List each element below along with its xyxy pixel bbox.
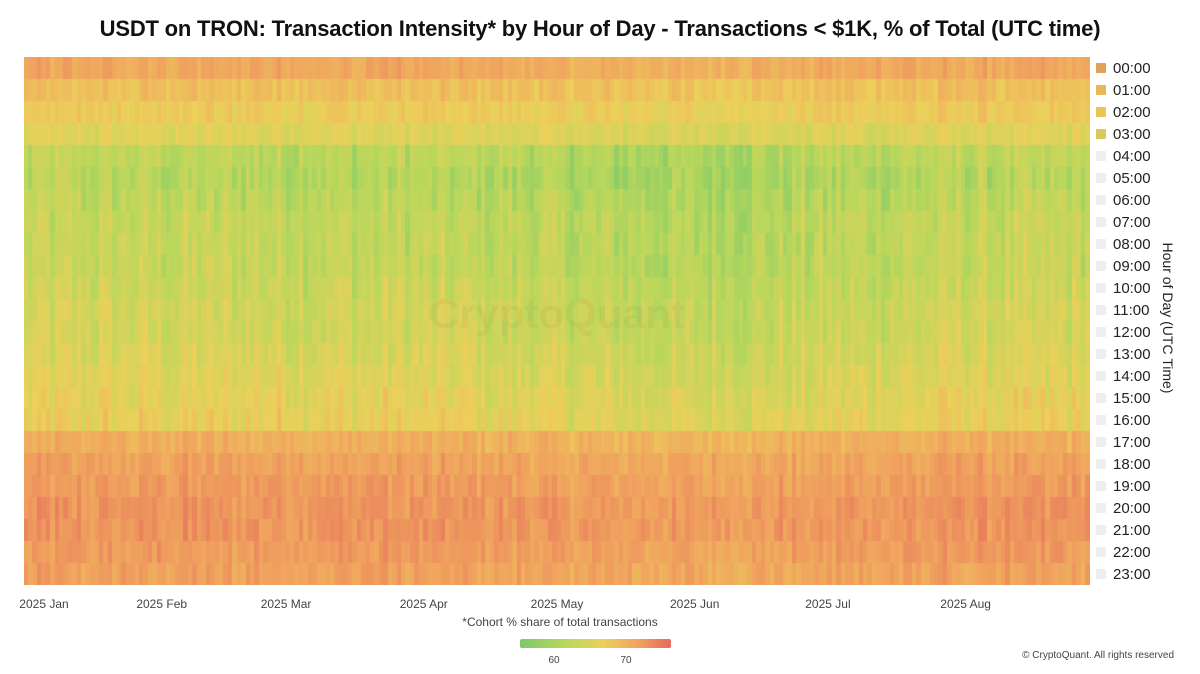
legend-label: 14:00 xyxy=(1113,367,1151,385)
legend-swatch xyxy=(1096,371,1106,381)
x-tick-label: 2025 Mar xyxy=(260,597,312,611)
legend-item[interactable]: 04:00 xyxy=(1096,145,1166,167)
legend-label: 19:00 xyxy=(1113,477,1151,495)
legend-swatch xyxy=(1096,129,1106,139)
legend-swatch xyxy=(1096,85,1106,95)
legend-label: 07:00 xyxy=(1113,213,1151,231)
colorbar-tick-label: 70 xyxy=(620,655,632,666)
legend-swatch xyxy=(1096,349,1106,359)
legend-swatch xyxy=(1096,173,1106,183)
legend-label: 02:00 xyxy=(1113,103,1151,121)
x-tick-label: 2025 Aug xyxy=(940,597,991,611)
legend-item[interactable]: 16:00 xyxy=(1096,409,1166,431)
legend-swatch xyxy=(1096,415,1106,425)
legend-item[interactable]: 13:00 xyxy=(1096,343,1166,365)
legend-swatch xyxy=(1096,393,1106,403)
legend-swatch xyxy=(1096,217,1106,227)
legend-label: 16:00 xyxy=(1113,411,1151,429)
legend-swatch xyxy=(1096,481,1106,491)
colorbar-caption: *Cohort % share of total transactions xyxy=(462,615,658,629)
x-tick-label: 2025 Jun xyxy=(669,597,720,611)
legend-item[interactable]: 22:00 xyxy=(1096,541,1166,563)
legend-label: 10:00 xyxy=(1113,279,1151,297)
legend-item[interactable]: 01:00 xyxy=(1096,79,1166,101)
x-tick-label: 2025 Jan xyxy=(19,597,69,611)
legend-label: 15:00 xyxy=(1113,389,1151,407)
legend-swatch xyxy=(1096,525,1106,535)
legend-label: 17:00 xyxy=(1113,433,1151,451)
legend-label: 20:00 xyxy=(1113,499,1151,517)
legend-item[interactable]: 03:00 xyxy=(1096,123,1166,145)
x-axis: 2025 Jan 2025 Feb 2025 Mar 2025 Apr 2025 May… xyxy=(19,597,1090,613)
legend-swatch xyxy=(1096,195,1106,205)
hour-legend: 00:00 01:00 02:00 03:00 04:00 05:00 06:00 07:00… xyxy=(1096,57,1166,585)
legend-item[interactable]: 07:00 xyxy=(1096,211,1166,233)
legend-label: 01:00 xyxy=(1113,81,1151,99)
x-tick-label: 2025 May xyxy=(530,597,584,611)
legend-item[interactable]: 21:00 xyxy=(1096,519,1166,541)
legend-item[interactable]: 09:00 xyxy=(1096,255,1166,277)
legend-swatch xyxy=(1096,437,1106,447)
legend-label: 18:00 xyxy=(1113,455,1151,473)
legend-swatch xyxy=(1096,239,1106,249)
legend-swatch xyxy=(1096,305,1106,315)
legend-label: 13:00 xyxy=(1113,345,1151,363)
legend-swatch xyxy=(1096,569,1106,579)
legend-label: 21:00 xyxy=(1113,521,1151,539)
legend-label: 08:00 xyxy=(1113,235,1151,253)
legend-item[interactable]: 00:00 xyxy=(1096,57,1166,79)
legend-swatch xyxy=(1096,151,1106,161)
colorbar xyxy=(520,639,671,648)
legend-label: 05:00 xyxy=(1113,169,1151,187)
legend-item[interactable]: 08:00 xyxy=(1096,233,1166,255)
legend-item[interactable]: 11:00 xyxy=(1096,299,1166,321)
legend-item[interactable]: 20:00 xyxy=(1096,497,1166,519)
legend-swatch xyxy=(1096,261,1106,271)
legend-swatch xyxy=(1096,327,1106,337)
legend-item[interactable]: 12:00 xyxy=(1096,321,1166,343)
legend-item[interactable]: 14:00 xyxy=(1096,365,1166,387)
legend-label: 09:00 xyxy=(1113,257,1151,275)
legend-label: 06:00 xyxy=(1113,191,1151,209)
legend-item[interactable]: 18:00 xyxy=(1096,453,1166,475)
colorbar-tick-label: 60 xyxy=(548,655,560,666)
legend-item[interactable]: 05:00 xyxy=(1096,167,1166,189)
heatmap-plot-area xyxy=(24,57,1090,585)
legend-swatch xyxy=(1096,107,1106,117)
legend-item[interactable]: 02:00 xyxy=(1096,101,1166,123)
legend-item[interactable]: 23:00 xyxy=(1096,563,1166,585)
legend-swatch xyxy=(1096,503,1106,513)
legend-label: 00:00 xyxy=(1113,59,1151,77)
x-tick-label: 2025 Apr xyxy=(399,597,448,611)
x-tick-label: 2025 Feb xyxy=(136,597,188,611)
y-axis-title: Hour of Day (UTC Time) xyxy=(1160,242,1176,394)
legend-label: 03:00 xyxy=(1113,125,1151,143)
legend-label: 22:00 xyxy=(1113,543,1151,561)
chart-title: USDT on TRON: Transaction Intensity* by … xyxy=(99,16,1101,41)
legend-label: 12:00 xyxy=(1113,323,1151,341)
legend-swatch xyxy=(1096,547,1106,557)
legend-swatch xyxy=(1096,459,1106,469)
legend-item[interactable]: 06:00 xyxy=(1096,189,1166,211)
legend-item[interactable]: 10:00 xyxy=(1096,277,1166,299)
legend-swatch xyxy=(1096,63,1106,73)
legend-item[interactable]: 17:00 xyxy=(1096,431,1166,453)
legend-item[interactable]: 15:00 xyxy=(1096,387,1166,409)
legend-label: 23:00 xyxy=(1113,565,1151,583)
legend-label: 11:00 xyxy=(1113,301,1150,319)
legend-swatch xyxy=(1096,283,1106,293)
copyright-text: © CryptoQuant. All rights reserved xyxy=(1022,650,1174,661)
legend-item[interactable]: 19:00 xyxy=(1096,475,1166,497)
x-tick-label: 2025 Jul xyxy=(805,597,851,611)
legend-label: 04:00 xyxy=(1113,147,1151,165)
